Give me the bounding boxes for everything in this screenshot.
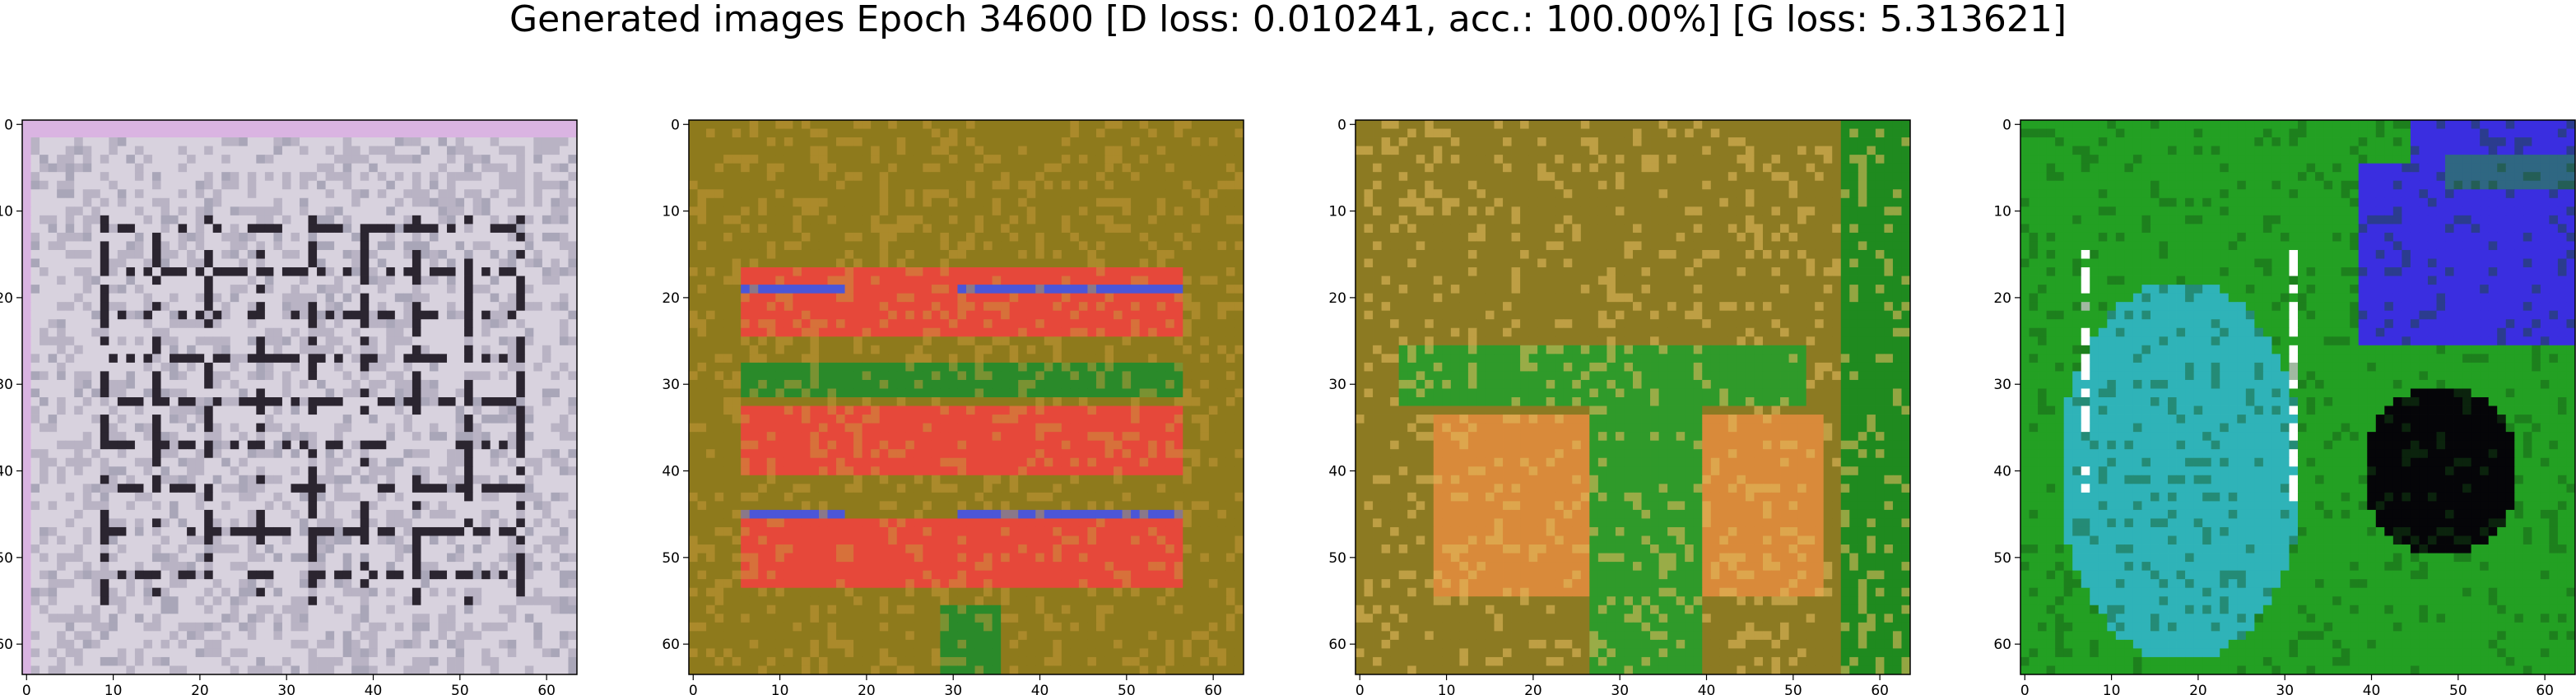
x-tick-label: 20 [2189, 683, 2207, 695]
x-tick-label: 20 [191, 683, 209, 695]
x-tick-label: 60 [1204, 683, 1222, 695]
y-tick-label: 40 [1328, 464, 1346, 480]
generated-image-4 [2020, 120, 2576, 675]
x-tick-label: 50 [451, 683, 469, 695]
y-tick-label: 50 [662, 550, 680, 567]
x-tick-label: 30 [944, 683, 962, 695]
axes-frame [688, 119, 1244, 675]
axes-frame [1355, 119, 1911, 675]
y-tick-label: 10 [662, 204, 680, 220]
x-tick-label: 0 [1355, 683, 1365, 695]
x-tick-label: 10 [1438, 683, 1456, 695]
y-tick-label: 20 [1328, 290, 1346, 307]
y-tick-label: 30 [1328, 377, 1346, 393]
x-tick-label: 50 [1118, 683, 1136, 695]
x-tick-label: 20 [858, 683, 876, 695]
y-tick-label: 40 [1993, 464, 2011, 480]
image-panel-4: 0 10 20 30 40 50 60 0 10 20 30 40 50 60 [1993, 117, 2576, 695]
generated-image-2 [689, 120, 1244, 675]
x-tick-label: 0 [22, 683, 31, 695]
x-tick-label: 40 [1698, 683, 1716, 695]
image-panel-2: 0 10 20 30 40 50 60 0 10 20 30 40 50 60 [662, 117, 1244, 695]
x-tick-label: 10 [771, 683, 789, 695]
y-tick-label: 40 [0, 464, 13, 480]
generated-image-3 [1355, 120, 1911, 675]
y-tick-label: 40 [662, 464, 680, 480]
y-tick-label: 10 [1993, 204, 2011, 220]
y-tick-label: 60 [0, 637, 13, 653]
x-tick-label: 50 [2449, 683, 2467, 695]
x-tick-label: 40 [2363, 683, 2381, 695]
y-tick-label: 0 [1337, 117, 1346, 133]
x-tick-label: 40 [365, 683, 383, 695]
figure-title: Generated images Epoch 34600 [D loss: 0.… [509, 0, 2067, 40]
image-panel-3: 0 10 20 30 40 50 60 0 10 20 30 40 50 60 [1328, 117, 1911, 695]
y-tick-label: 20 [662, 290, 680, 307]
y-tick-label: 0 [4, 117, 13, 133]
y-tick-label: 20 [0, 290, 13, 307]
x-tick-label: 60 [1871, 683, 1889, 695]
image-2-svg: 0 10 20 30 40 50 60 0 10 20 30 40 50 60 [662, 117, 1244, 695]
x-tick-label: 20 [1524, 683, 1542, 695]
image-3-svg: 0 10 20 30 40 50 60 0 10 20 30 40 50 60 [1328, 117, 1911, 695]
x-tick-label: 60 [537, 683, 556, 695]
image-1-svg: 0 10 20 30 40 50 60 0 10 20 30 40 50 60 [0, 117, 578, 695]
image-panel-1: 0 10 20 30 40 50 60 0 10 20 30 40 50 60 [0, 117, 578, 695]
y-tick-label: 50 [1328, 550, 1346, 567]
x-tick-label: 10 [105, 683, 123, 695]
image-4-svg: 0 10 20 30 40 50 60 0 10 20 30 40 50 60 [1993, 117, 2576, 695]
y-tick-label: 10 [1328, 204, 1346, 220]
y-tick-label: 10 [0, 204, 13, 220]
x-tick-label: 50 [1784, 683, 1802, 695]
y-tick-label: 0 [671, 117, 680, 133]
x-tick-label: 30 [2276, 683, 2294, 695]
generated-image-1 [22, 120, 578, 675]
y-tick-label: 30 [1993, 377, 2011, 393]
y-tick-label: 60 [1328, 637, 1346, 653]
x-tick-label: 30 [1611, 683, 1629, 695]
y-tick-label: 50 [0, 550, 13, 567]
axes-frame [21, 119, 578, 675]
x-tick-label: 0 [689, 683, 698, 695]
y-tick-label: 50 [1993, 550, 2011, 567]
y-tick-label: 20 [1993, 290, 2011, 307]
y-tick-label: 0 [2002, 117, 2011, 133]
y-tick-label: 30 [0, 377, 13, 393]
x-tick-label: 60 [2536, 683, 2554, 695]
x-tick-label: 0 [2020, 683, 2030, 695]
x-tick-label: 10 [2103, 683, 2121, 695]
y-tick-label: 60 [662, 637, 680, 653]
y-tick-label: 30 [662, 377, 680, 393]
x-tick-label: 30 [277, 683, 295, 695]
axes-frame [2020, 119, 2576, 675]
x-tick-label: 40 [1031, 683, 1049, 695]
y-tick-label: 60 [1993, 637, 2011, 653]
